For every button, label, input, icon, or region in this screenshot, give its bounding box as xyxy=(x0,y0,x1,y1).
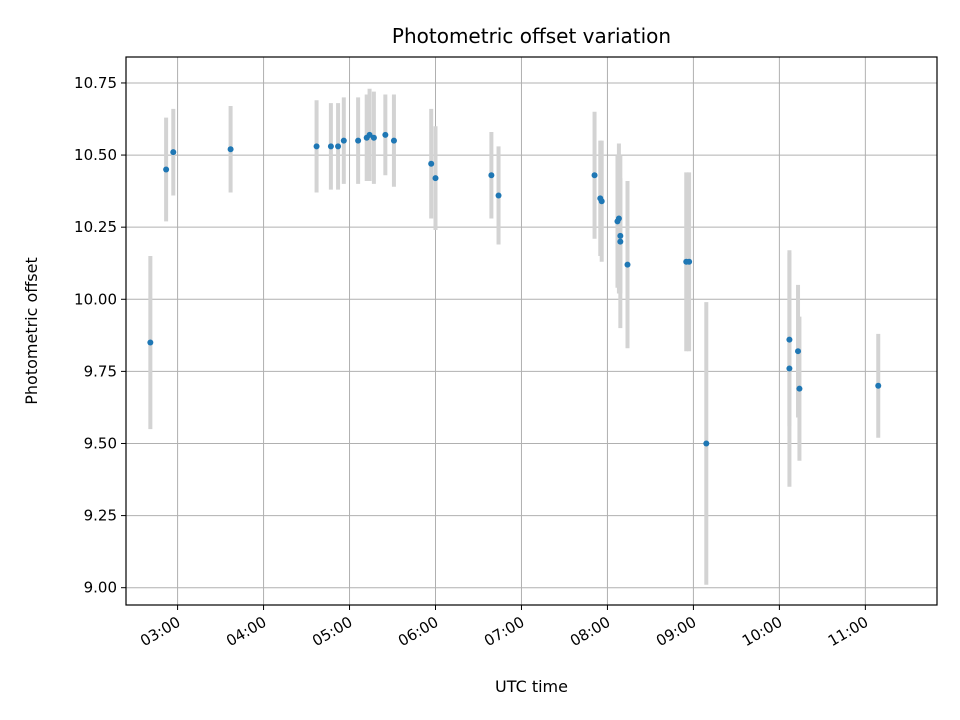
data-point xyxy=(335,143,342,150)
x-tick-label: 11:00 xyxy=(825,613,871,650)
data-point xyxy=(382,131,389,138)
y-tick-label: 10.25 xyxy=(74,218,117,236)
x-tick-label: 05:00 xyxy=(309,613,355,650)
data-point xyxy=(495,192,502,199)
chart-title: Photometric offset variation xyxy=(392,24,671,48)
x-tick-label: 10:00 xyxy=(739,613,785,650)
data-point xyxy=(227,146,234,153)
y-axis-ticks: 9.00 9.25 9.50 9.75 10.00 10.25 10.50 10.75 xyxy=(74,74,126,597)
x-tick-label: 06:00 xyxy=(395,613,441,650)
data-point xyxy=(624,261,631,268)
data-point xyxy=(796,385,803,392)
data-point xyxy=(170,149,177,156)
x-tick-label: 04:00 xyxy=(223,613,269,650)
data-point xyxy=(703,440,710,447)
data-point xyxy=(340,137,347,144)
x-tick-label: 03:00 xyxy=(137,613,183,650)
data-point xyxy=(355,137,362,144)
x-tick-label: 07:00 xyxy=(481,613,527,650)
data-point xyxy=(327,143,334,150)
y-tick-label: 9.50 xyxy=(84,434,117,452)
data-point xyxy=(591,172,598,179)
data-point xyxy=(875,382,882,389)
x-tick-label: 09:00 xyxy=(653,613,699,650)
y-axis-label: Photometric offset xyxy=(22,257,41,405)
y-tick-label: 9.25 xyxy=(84,507,117,525)
data-point xyxy=(488,172,495,179)
data-point xyxy=(786,336,793,343)
data-point xyxy=(390,137,397,144)
grid xyxy=(126,57,937,605)
y-tick-label: 10.50 xyxy=(74,146,117,164)
error-bars xyxy=(148,88,881,585)
data-point xyxy=(615,215,622,222)
y-tick-label: 10.75 xyxy=(74,74,117,92)
data-point xyxy=(313,143,320,150)
data-point xyxy=(617,232,624,239)
x-axis-label: UTC time xyxy=(495,677,568,696)
y-tick-label: 10.00 xyxy=(74,290,117,308)
data-point xyxy=(147,339,154,346)
data-point xyxy=(795,348,802,355)
x-tick-label: 08:00 xyxy=(567,613,613,650)
data-point xyxy=(432,175,439,182)
data-point xyxy=(366,131,373,138)
data-point xyxy=(428,160,435,167)
x-axis-ticks: 03:00 04:00 05:00 06:00 07:00 08:00 09:00 10:00… xyxy=(137,605,871,650)
data-point xyxy=(598,198,605,205)
data-point xyxy=(617,238,624,245)
plot-frame xyxy=(125,56,938,606)
y-tick-label: 9.00 xyxy=(84,579,117,597)
data-point xyxy=(786,365,793,372)
data-point xyxy=(163,166,170,173)
data-point xyxy=(686,258,693,265)
y-tick-label: 9.75 xyxy=(84,362,117,380)
data-points xyxy=(147,131,882,447)
data-point xyxy=(370,134,377,141)
